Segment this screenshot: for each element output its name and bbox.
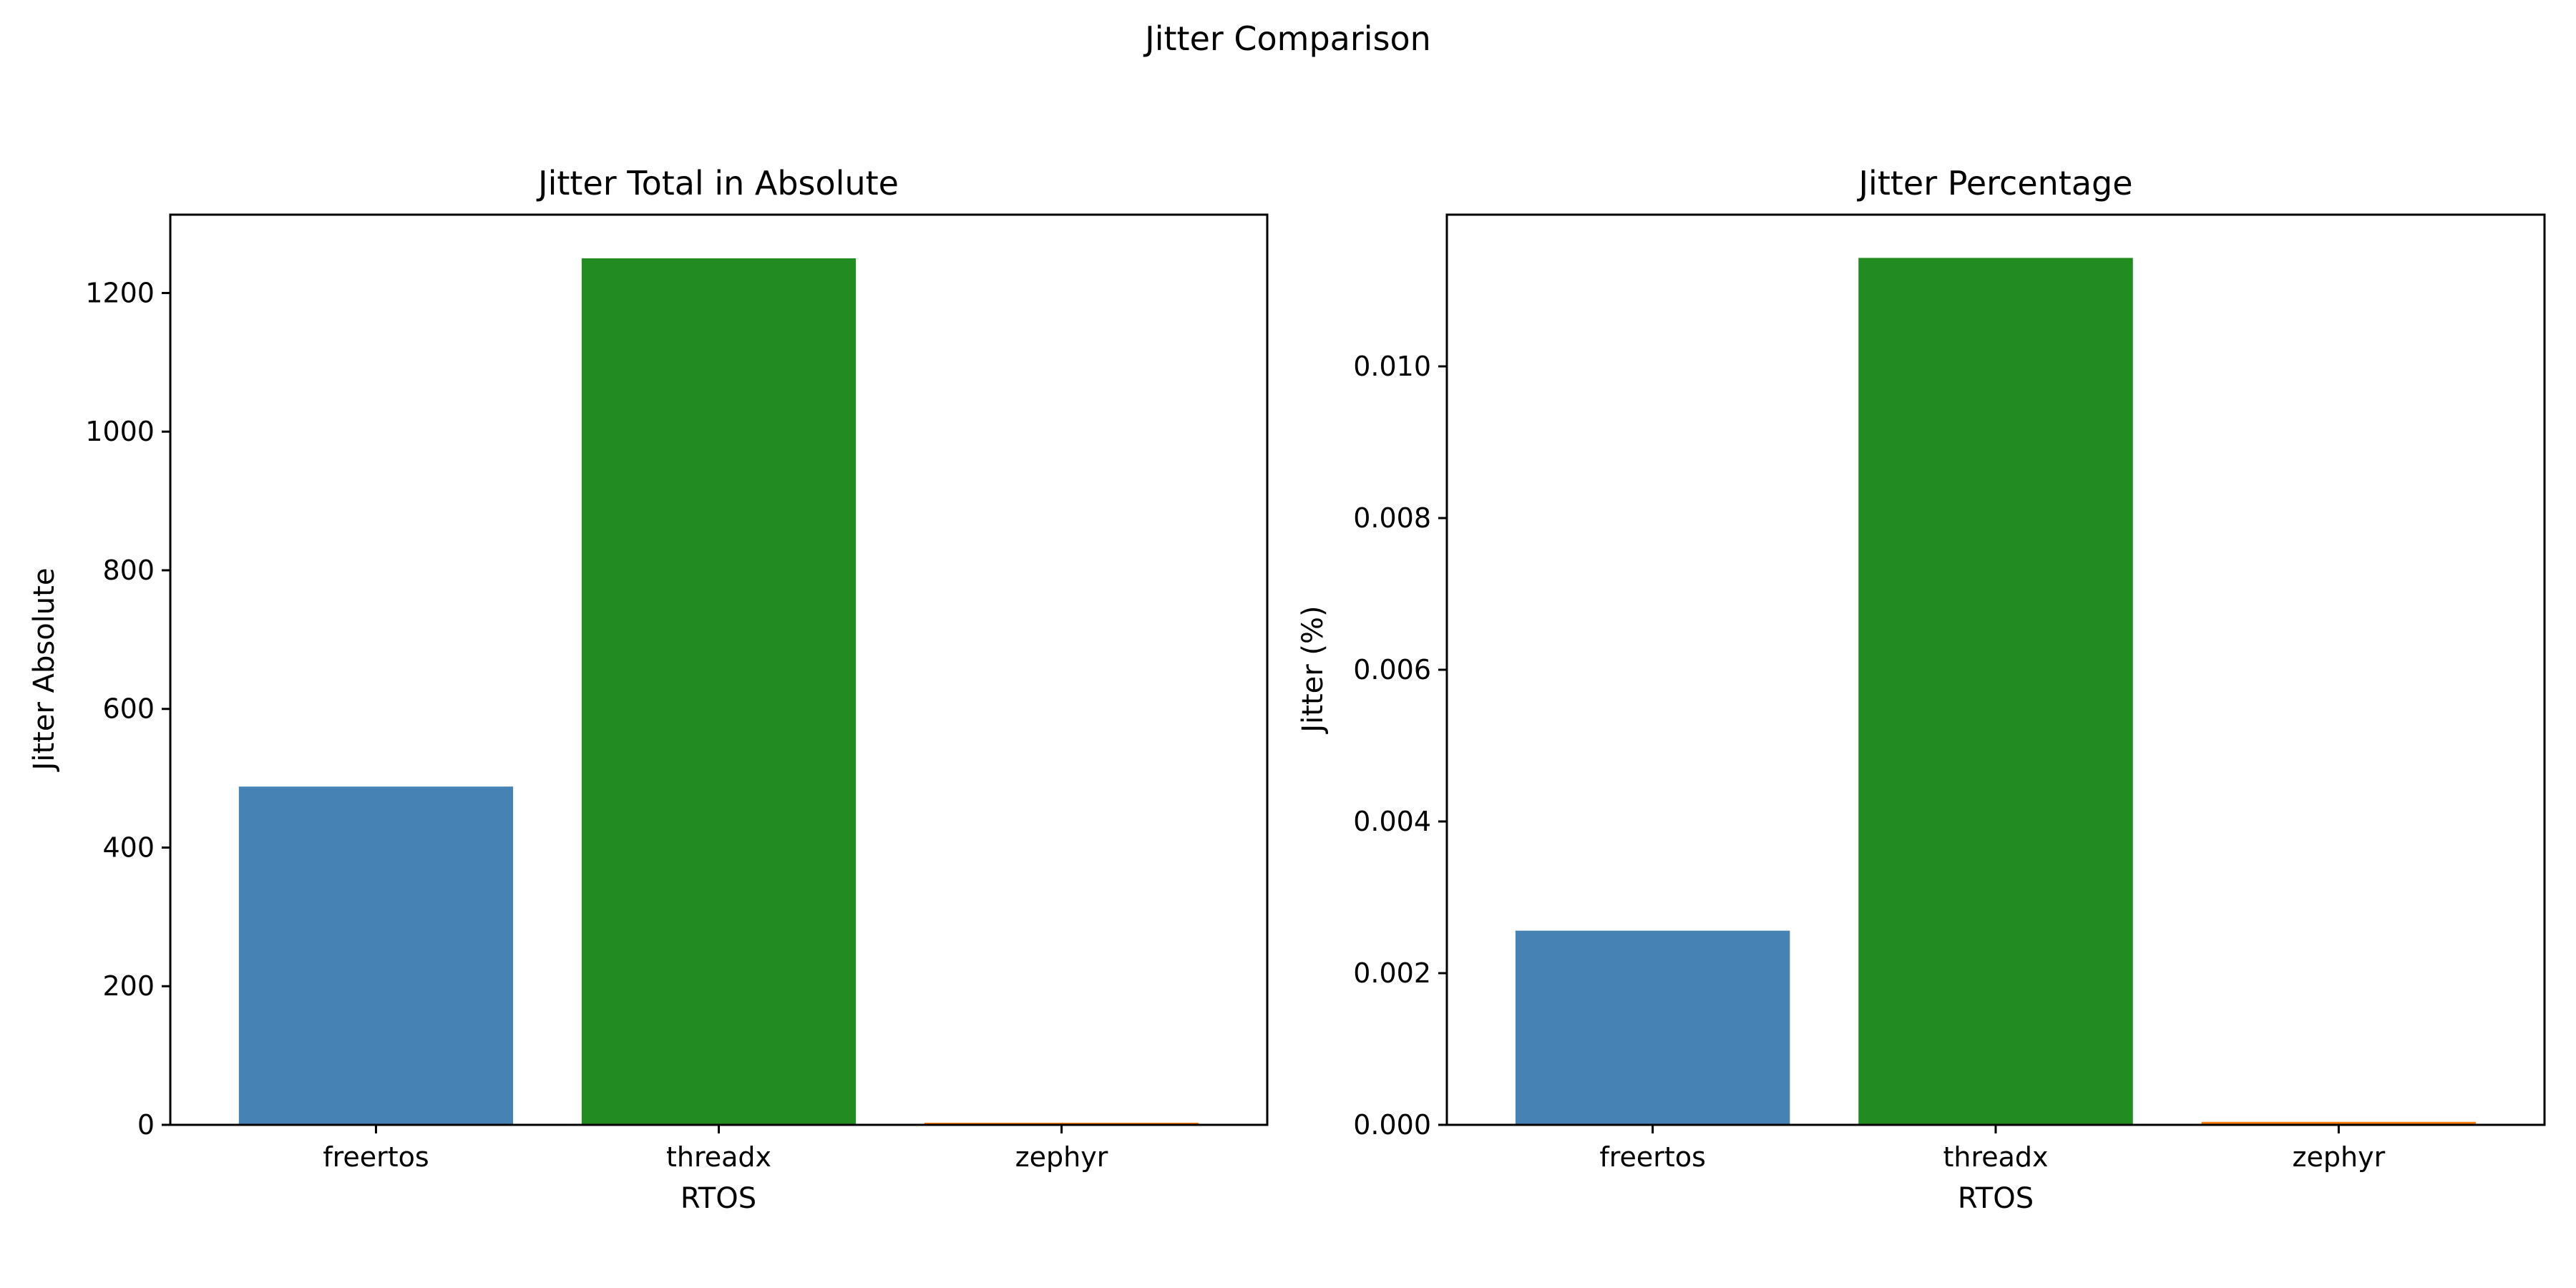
x-tick-label-absolute-zephyr: zephyr: [1015, 1141, 1108, 1173]
y-axis-label-absolute: Jitter Absolute: [28, 568, 61, 773]
y-tick-label-percentage: 0.010: [1353, 351, 1431, 382]
panel-title-percentage: Jitter Percentage: [1856, 164, 2132, 203]
bar-percentage-freertos: [1515, 930, 1790, 1125]
bar-absolute-freertos: [238, 786, 514, 1125]
x-tick-label-percentage-zephyr: zephyr: [2293, 1141, 2386, 1173]
y-tick-label-absolute: 1200: [85, 277, 155, 308]
y-tick-label-percentage: 0.000: [1353, 1109, 1431, 1141]
y-tick-label-absolute: 800: [102, 555, 155, 586]
y-tick-label-absolute: 0: [137, 1109, 155, 1141]
x-tick-label-absolute-freertos: freertos: [323, 1141, 429, 1173]
y-tick-label-percentage: 0.002: [1353, 957, 1431, 989]
y-tick-label-absolute: 200: [102, 970, 155, 1002]
x-tick-label-absolute-threadx: threadx: [666, 1141, 771, 1173]
y-tick-label-percentage: 0.008: [1353, 502, 1431, 534]
bar-percentage-zephyr: [2201, 1121, 2477, 1125]
panel-absolute: Jitter Total in Absolute RTOS Jitter Abs…: [28, 164, 1269, 1215]
figure-title: Jitter Comparison: [1143, 19, 1431, 58]
x-tick-label-percentage-threadx: threadx: [1943, 1141, 2048, 1173]
y-tick-label-absolute: 400: [102, 831, 155, 863]
panel-percentage: Jitter Percentage RTOS Jitter (%) 0.000 0…: [1297, 164, 2546, 1215]
y-tick-label-absolute: 1000: [85, 416, 155, 447]
panel-title-absolute: Jitter Total in Absolute: [536, 164, 899, 203]
x-axis-label-absolute: RTOS: [680, 1182, 756, 1215]
y-tick-label-percentage: 0.006: [1353, 654, 1431, 686]
bar-percentage-threadx: [1858, 258, 2133, 1125]
x-axis-label-percentage: RTOS: [1958, 1182, 2034, 1215]
y-tick-label-absolute: 600: [102, 693, 155, 725]
bar-absolute-threadx: [581, 258, 857, 1126]
x-tick-label-percentage-freertos: freertos: [1599, 1141, 1706, 1173]
y-axis-label-percentage: Jitter (%): [1297, 605, 1330, 734]
y-tick-label-percentage: 0.004: [1353, 806, 1431, 837]
